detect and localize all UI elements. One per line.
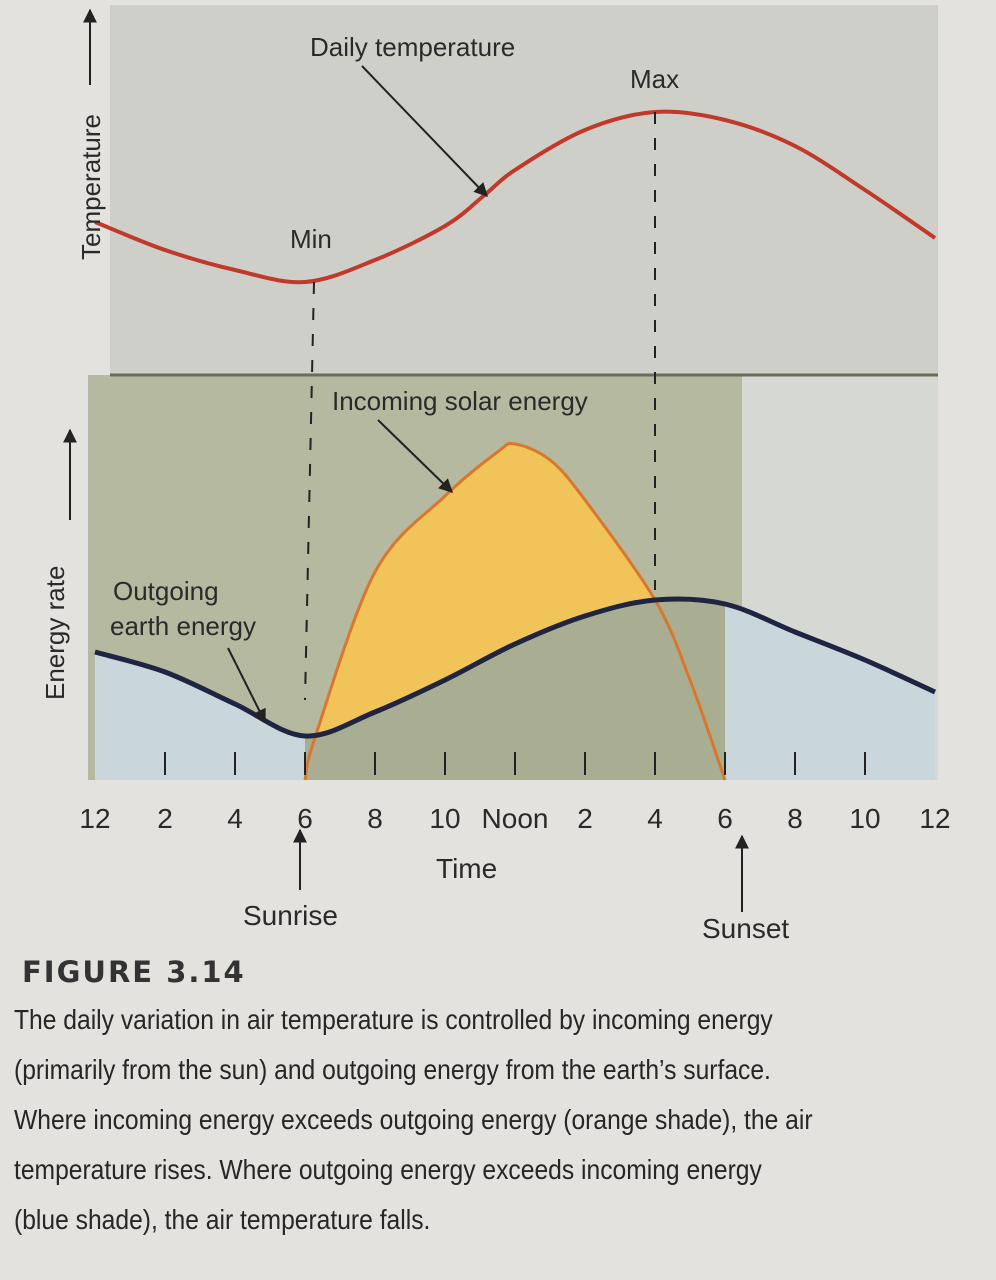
arrow-outgoing — [227, 647, 266, 724]
y-axis-label-energy: Energy rate — [40, 566, 70, 700]
label-max: Max — [630, 64, 679, 94]
caption-line: Where incoming energy exceeds outgoing e… — [14, 1104, 813, 1135]
x-tick-label: 12 — [79, 803, 110, 834]
caption-line: The daily variation in air temperature i… — [14, 1004, 773, 1035]
incoming-solar-energy-line — [303, 441, 727, 781]
figure-chart: Temperature Energy rate Daily temperatur… — [40, 5, 951, 944]
label-daily-temperature: Daily temperature — [310, 32, 515, 62]
x-tick-label: 12 — [919, 803, 950, 834]
label-sunset: Sunset — [702, 913, 789, 944]
caption-line: (primarily from the sun) and outgoing en… — [14, 1054, 771, 1085]
x-tick-label: 2 — [157, 803, 173, 834]
x-tick-label: 6 — [717, 803, 733, 834]
arrow-incoming — [377, 419, 454, 493]
x-tick-label: 2 — [577, 803, 593, 834]
arrow-daily-temperature — [361, 65, 488, 198]
x-tick-label: 10 — [849, 803, 880, 834]
x-tick-label: 4 — [227, 803, 243, 834]
x-axis-label: Time — [436, 853, 497, 884]
x-tick-label: 8 — [367, 803, 383, 834]
label-incoming-solar-energy: Incoming solar energy — [332, 386, 588, 416]
daily-temperature-line — [94, 109, 937, 285]
outgoing-earth-energy-line — [94, 596, 937, 739]
label-outgoing-1: Outgoing — [113, 576, 219, 606]
min-dashed-line — [304, 281, 315, 701]
temperature-panel — [110, 5, 938, 375]
caption-line: temperature rises. Where outgoing energy… — [14, 1154, 762, 1185]
figure-title: FIGURE 3.14 — [22, 955, 246, 989]
label-sunrise: Sunrise — [243, 900, 338, 931]
x-tick-label: 8 — [787, 803, 803, 834]
x-tick-label: 6 — [297, 803, 313, 834]
figure-caption: FIGURE 3.14 The daily variation in air t… — [14, 955, 989, 1245]
label-outgoing-2: earth energy — [110, 611, 256, 641]
y-axis-label-temperature: Temperature — [76, 114, 106, 260]
caption-line: (blue shade), the air temperature falls. — [14, 1204, 431, 1235]
label-min: Min — [290, 224, 332, 254]
x-tick-label: 4 — [647, 803, 663, 834]
x-tick-label: 10 — [429, 803, 460, 834]
x-tick-label: Noon — [482, 803, 549, 834]
